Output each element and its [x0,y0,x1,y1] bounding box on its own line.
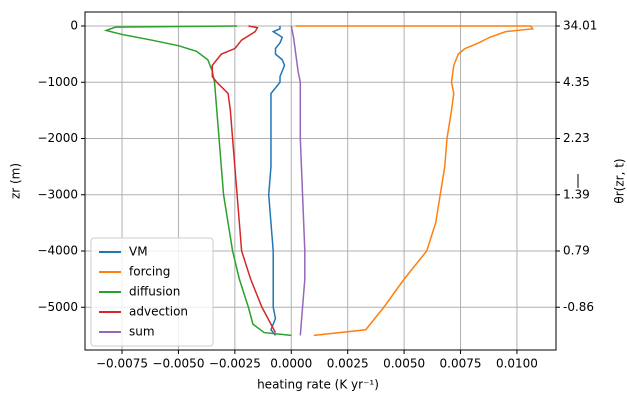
y2-tick-label: 2.23 [563,131,590,145]
y2-tick-label: 1.39 [563,187,590,201]
y-tick-label: −2000 [37,131,78,145]
line [267,26,286,336]
y-axis-label: zr (m) [9,163,23,199]
line [290,25,306,336]
y2-tick-label: 4.35 [563,75,590,89]
legend-box [90,237,214,347]
y2-axis-label: θr(zr, t) [613,158,627,203]
plot-frame [84,11,557,351]
y-tick-label: −3000 [37,187,78,201]
y-tick-label: −5000 [37,300,78,314]
x-tick-label: 0.0075 [440,357,482,371]
line [211,25,277,333]
legend-label: diffusion [129,285,180,299]
y-tick-label: −4000 [37,244,78,258]
legend-label: VM [129,245,148,259]
x-tick-label: 0.0000 [270,357,312,371]
y2-tick-label: 0.79 [563,244,590,258]
line [103,25,292,337]
y-tick-label: −1000 [37,75,78,89]
x-tick-label: 0.0100 [496,357,538,371]
x-tick-label: −0.0075 [96,357,148,371]
y-tick-label: 0 [70,19,78,33]
legend-label: forcing [129,265,170,279]
x-tick-label: 0.0025 [327,357,369,371]
line [295,25,535,337]
y2-tick-label: -0.86 [563,300,594,314]
y2-tick-label: 34.01 [563,19,597,33]
legend-label: sum [129,325,155,339]
x-tick-label: −0.0050 [152,357,204,371]
legend-label: advection [129,305,188,319]
x-axis-label: heating rate (K yr⁻¹) [257,378,379,392]
x-tick-label: 0.0050 [383,357,425,371]
x-tick-label: −0.0025 [209,357,261,371]
